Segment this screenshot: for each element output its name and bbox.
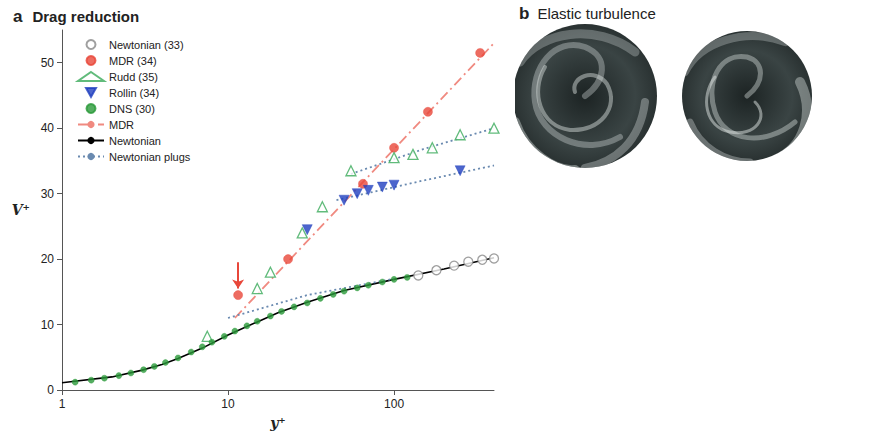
html-text:Elastic turbulence: Elastic turbulence bbox=[537, 5, 656, 22]
svg-text:40: 40 bbox=[41, 121, 55, 135]
svg-text:10: 10 bbox=[41, 318, 55, 332]
svg-text:100: 100 bbox=[384, 397, 404, 411]
svg-text:50: 50 bbox=[41, 56, 55, 70]
svg-text:0: 0 bbox=[47, 383, 54, 397]
svg-text:20: 20 bbox=[41, 252, 55, 266]
svg-text:10: 10 bbox=[221, 397, 235, 411]
svg-text:Rollin (34): Rollin (34) bbox=[109, 87, 159, 99]
svg-text:DNS (30): DNS (30) bbox=[109, 103, 155, 115]
svg-text:1: 1 bbox=[59, 397, 66, 411]
svg-text:MDR: MDR bbox=[109, 119, 134, 131]
svg-text:Newtonian plugs: Newtonian plugs bbox=[109, 151, 191, 163]
svg-text:y⁺: y⁺ bbox=[269, 415, 286, 431]
svg-text:Drag reduction: Drag reduction bbox=[32, 8, 139, 25]
svg-text:Rudd (35): Rudd (35) bbox=[109, 71, 158, 83]
svg-text:V⁺: V⁺ bbox=[12, 202, 30, 218]
svg-text:a: a bbox=[13, 6, 23, 26]
html-text:b: b bbox=[519, 4, 530, 23]
svg-text:MDR (34): MDR (34) bbox=[109, 55, 157, 67]
svg-text:Newtonian (33): Newtonian (33) bbox=[109, 39, 184, 51]
svg-text:30: 30 bbox=[41, 187, 55, 201]
svg-text:Newtonian: Newtonian bbox=[109, 135, 161, 147]
